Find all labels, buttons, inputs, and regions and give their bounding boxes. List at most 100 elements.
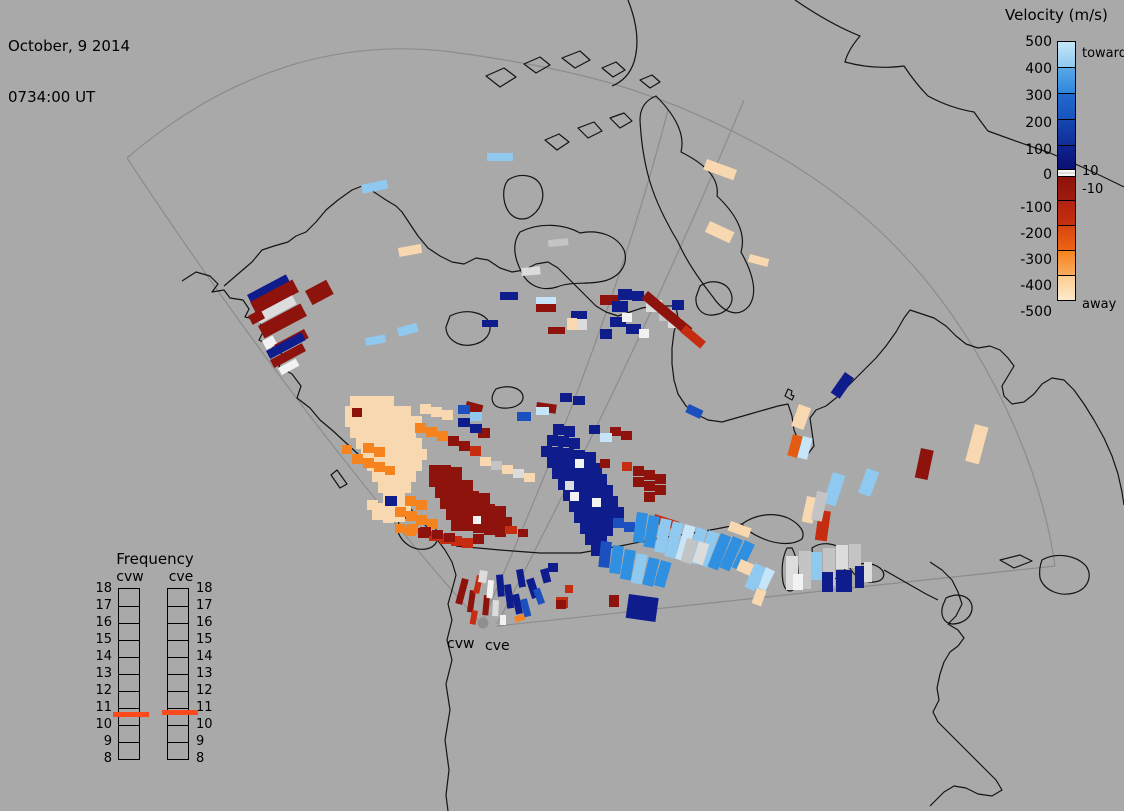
velocity-cell — [633, 466, 644, 476]
velocity-cell — [462, 520, 473, 531]
velocity-cell — [512, 593, 524, 615]
velocity-cell — [655, 485, 666, 495]
velocity-cell — [632, 291, 644, 301]
velocity-cell — [585, 492, 596, 503]
velocity-cell — [458, 418, 470, 427]
frequency-ladder-cve — [167, 588, 189, 760]
frequency-tick-label: 9 — [196, 734, 205, 749]
velocity-cell — [415, 423, 426, 433]
velocity-cell — [429, 476, 440, 487]
velocity-cell — [591, 463, 602, 474]
frequency-tick-label: 9 — [103, 734, 112, 749]
velocity-cell — [836, 570, 852, 592]
velocity-cell — [374, 447, 385, 457]
velocity-cell — [747, 253, 770, 267]
velocity-cell — [378, 438, 389, 449]
velocity-cell — [504, 584, 515, 609]
velocity-cell — [598, 541, 612, 569]
velocity-cell — [470, 424, 482, 433]
colorbar-segment — [1057, 119, 1076, 146]
frequency-tick-label: 10 — [95, 717, 112, 732]
velocity-cell — [437, 431, 448, 441]
colorbar-segment — [1057, 41, 1076, 68]
velocity-cell — [372, 471, 383, 482]
lake-superior — [741, 514, 804, 545]
velocity-cell — [372, 427, 383, 438]
velocity-cell — [607, 516, 618, 527]
velocity-cell — [395, 524, 406, 533]
frequency-tick-label: 13 — [196, 666, 213, 681]
velocity-cell — [558, 479, 569, 490]
lake-great-slave — [491, 386, 524, 409]
frequency-tick-label: 8 — [196, 751, 205, 766]
velocity-cell — [580, 461, 591, 472]
ladder-rung — [168, 742, 188, 743]
velocity-cell — [277, 358, 300, 376]
velocity-cell — [626, 324, 641, 334]
velocity-tick-label: -200 — [1020, 226, 1052, 242]
island-haida-gwaii — [330, 469, 348, 489]
colorbar-segment — [1057, 225, 1076, 251]
velocity-cell — [591, 524, 602, 535]
velocity-cell — [363, 458, 374, 468]
ladder-rung — [119, 691, 139, 692]
velocity-cell — [731, 540, 755, 572]
velocity-cell — [600, 433, 612, 442]
velocity-cell — [400, 406, 411, 417]
velocity-legend-title: Velocity (m/s) — [1005, 6, 1108, 24]
velocity-cell — [536, 304, 556, 312]
velocity-cell — [596, 474, 607, 485]
velocity-cell — [664, 521, 684, 559]
velocity-cell — [560, 393, 572, 402]
velocity-label-away: away — [1082, 297, 1117, 312]
velocity-cell — [585, 534, 596, 545]
velocity-cell — [624, 522, 635, 532]
velocity-cell — [446, 509, 457, 520]
velocity-cell — [685, 404, 704, 419]
ladder-rung — [168, 725, 188, 726]
velocity-cell — [378, 416, 389, 427]
velocity-cell — [482, 595, 490, 616]
velocity-label-toward: toward — [1082, 46, 1124, 61]
velocity-cell — [394, 427, 405, 438]
ladder-rung — [168, 623, 188, 624]
velocity-cell — [563, 448, 574, 459]
velocity-cell — [585, 513, 596, 524]
fov-outer-arc — [126, 48, 1056, 567]
velocity-cell — [495, 506, 506, 517]
velocity-cell — [405, 496, 416, 506]
velocity-cell — [374, 462, 385, 472]
frequency-marker-cve — [162, 710, 198, 715]
velocity-cell — [613, 507, 624, 518]
velocity-cell — [621, 431, 632, 440]
velocity-cell — [383, 427, 394, 438]
frequency-tick-label: 15 — [196, 632, 213, 647]
velocity-cell — [490, 515, 501, 526]
coast-quebec-labrador — [909, 309, 1124, 506]
frequency-tick-label: 11 — [95, 700, 112, 715]
velocity-cell — [736, 559, 756, 577]
velocity-tick-label: -400 — [1020, 278, 1052, 294]
velocity-cell — [622, 462, 632, 471]
velocity-cell — [473, 522, 484, 533]
ladder-rung — [168, 640, 188, 641]
velocity-cell — [411, 416, 422, 427]
ladder-rung — [168, 657, 188, 658]
coast-hudson-bay — [671, 305, 911, 455]
velocity-cell — [451, 536, 462, 546]
velocity-cells — [246, 153, 989, 625]
colorbar-segment — [1057, 275, 1076, 301]
velocity-cell — [451, 478, 462, 489]
velocity-cell — [385, 496, 397, 506]
velocity-cell — [466, 590, 476, 613]
velocity-cell — [484, 504, 495, 515]
velocity-cell — [400, 482, 411, 493]
velocity-cell — [643, 515, 660, 549]
velocity-cell — [432, 530, 443, 539]
velocity-cell — [500, 615, 506, 625]
ladder-rung — [119, 742, 139, 743]
velocity-cell — [451, 520, 462, 531]
frequency-column-cve: cve — [168, 569, 194, 585]
velocity-tick-label: 0 — [1043, 167, 1052, 183]
velocity-cell — [563, 490, 574, 501]
